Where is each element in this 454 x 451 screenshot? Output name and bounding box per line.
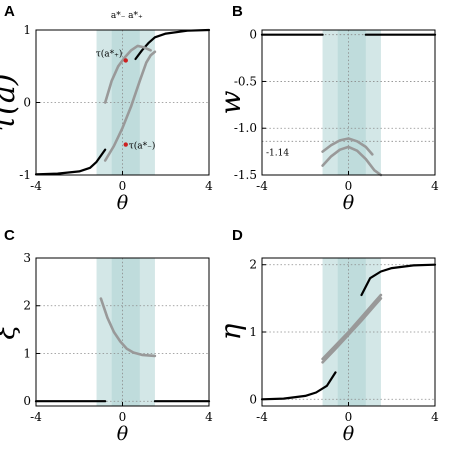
panel-d: -4 0 4 0 1 2 θ η D <box>214 227 439 445</box>
x-tick-label: 0 <box>345 410 353 424</box>
x-tick-label: 0 <box>119 410 127 424</box>
y-tick-label: -1 <box>19 168 31 182</box>
annotation-marker <box>123 58 128 63</box>
y-tick-label: 1 <box>23 23 31 37</box>
series-line <box>321 297 383 364</box>
x-tick-label: 0 <box>345 179 353 193</box>
y-tick-label: 2 <box>249 258 257 272</box>
annotation-marker <box>123 142 128 147</box>
x-axis-label: θ <box>117 192 129 214</box>
shaded-band <box>337 30 366 175</box>
series-line <box>321 293 383 361</box>
y-tick-label: 1 <box>249 325 257 339</box>
series-line <box>260 371 337 401</box>
panel-a: τ(a*₊) τ(a*₋) a*₋ a*₊ -4 0 4 -1 0 1 θ τ(a) A <box>0 3 213 214</box>
y-tick-label: 3 <box>23 251 31 265</box>
y-axis-label: ξ <box>0 323 21 340</box>
y-axis-label: w <box>214 90 247 114</box>
series-line <box>360 263 437 297</box>
x-tick-label: -4 <box>256 179 268 193</box>
panel-label: A <box>4 3 15 20</box>
x-tick-label: 4 <box>431 179 439 193</box>
x-tick-label: -4 <box>30 410 42 424</box>
x-axis-label: θ <box>343 192 355 214</box>
top-label: a*₋ <box>111 11 126 21</box>
annotation-label: τ(a*₊) <box>96 48 123 59</box>
y-axis-label: η <box>214 323 247 340</box>
y-tick-label: 1 <box>23 346 31 360</box>
x-tick-label: 4 <box>205 179 213 193</box>
panel-b: -1.14 -4 0 4 0 -0.5 -1.0 -1.5 θ w B <box>214 3 439 214</box>
x-axis-label: θ <box>343 423 355 445</box>
x-tick-label: 0 <box>119 179 127 193</box>
y-tick-label: 2 <box>23 299 31 313</box>
y-tick-label: 0 <box>23 394 31 408</box>
series-line <box>134 28 211 61</box>
y-tick-label: -0.5 <box>234 74 257 88</box>
x-tick-label: 4 <box>205 410 213 424</box>
series-line <box>103 44 152 104</box>
x-tick-label: -4 <box>30 179 42 193</box>
y-axis-label: τ(a) <box>0 74 22 132</box>
y-tick-label: 0 <box>249 392 257 406</box>
series-line <box>99 297 157 358</box>
series-line <box>34 148 107 176</box>
series-line <box>103 50 157 162</box>
y-tick-label: 0 <box>23 96 31 110</box>
annotation-label: τ(a*₋) <box>129 141 156 152</box>
series-line <box>321 145 383 177</box>
top-label: a*₊ <box>128 11 143 21</box>
panel-c: -4 0 4 0 1 2 3 θ ξ C <box>0 227 213 445</box>
shaded-band <box>111 258 140 406</box>
reference-label: -1.14 <box>266 148 289 158</box>
x-tick-label: -4 <box>256 410 268 424</box>
panel-label: C <box>4 227 15 244</box>
x-tick-label: 4 <box>431 410 439 424</box>
series-line <box>321 137 374 156</box>
x-axis-label: θ <box>117 423 129 445</box>
panel-label: D <box>232 227 243 244</box>
y-tick-label: 0 <box>249 28 257 42</box>
y-tick-label: -1.5 <box>234 168 257 182</box>
panel-label: B <box>232 3 243 20</box>
y-tick-label: -1.0 <box>234 121 257 135</box>
